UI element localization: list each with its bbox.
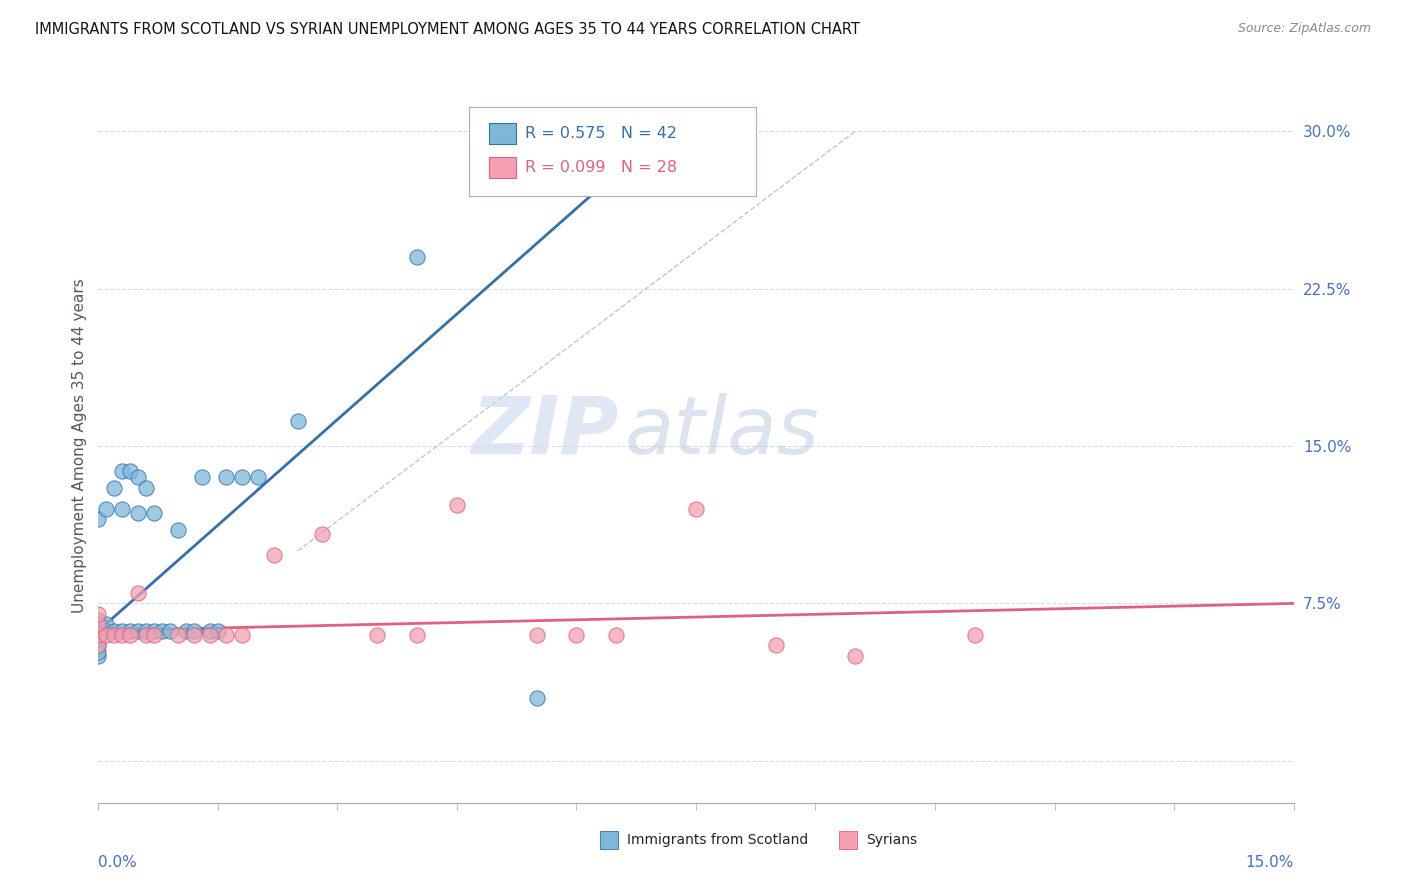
Point [143, 624, 166, 638]
Text: R = 0.099   N = 28: R = 0.099 N = 28 [524, 161, 678, 175]
Text: 15.0%: 15.0% [1246, 855, 1294, 871]
Text: 0.0%: 0.0% [98, 855, 138, 871]
Point [111, 502, 134, 516]
Point [135, 481, 157, 495]
Point [87, 622, 110, 636]
Point [87, 617, 110, 632]
Point [135, 628, 157, 642]
Point [215, 628, 238, 642]
Point [127, 586, 149, 600]
Point [135, 624, 157, 638]
Point [103, 624, 125, 638]
Point [127, 470, 149, 484]
Point [150, 624, 173, 638]
Point [844, 648, 866, 663]
Point [87, 645, 110, 659]
Point [167, 523, 190, 537]
Point [685, 502, 707, 516]
Point [287, 414, 309, 428]
Point [87, 607, 110, 621]
Point [765, 639, 787, 653]
Text: IMMIGRANTS FROM SCOTLAND VS SYRIAN UNEMPLOYMENT AMONG AGES 35 TO 44 YEARS CORREL: IMMIGRANTS FROM SCOTLAND VS SYRIAN UNEMP… [35, 22, 860, 37]
Point [111, 628, 134, 642]
Point [96, 502, 118, 516]
Point [96, 628, 118, 642]
Point [87, 512, 110, 526]
Point [231, 628, 253, 642]
Point [605, 166, 627, 180]
Text: Source: ZipAtlas.com: Source: ZipAtlas.com [1237, 22, 1371, 36]
Point [87, 613, 110, 627]
Point [311, 527, 333, 541]
Point [406, 628, 429, 642]
Point [366, 628, 388, 642]
Text: ZIP: ZIP [471, 392, 619, 471]
Point [263, 548, 285, 562]
Bar [600, 831, 619, 849]
Point [87, 628, 110, 642]
Point [406, 250, 429, 264]
Text: atlas: atlas [624, 392, 820, 471]
Text: R = 0.575   N = 42: R = 0.575 N = 42 [524, 126, 678, 141]
Point [96, 624, 118, 638]
Point [526, 690, 548, 705]
Point [87, 639, 110, 653]
Point [198, 624, 221, 638]
Bar [839, 831, 858, 849]
Point [231, 470, 253, 484]
Point [120, 628, 142, 642]
FancyBboxPatch shape [470, 107, 756, 196]
Point [87, 617, 110, 632]
Point [127, 624, 149, 638]
Point [87, 639, 110, 653]
Text: Syrians: Syrians [866, 833, 917, 847]
Point [198, 628, 221, 642]
Point [565, 628, 588, 642]
Point [120, 624, 142, 638]
Point [87, 624, 110, 638]
Point [111, 464, 134, 478]
Point [174, 624, 197, 638]
Point [87, 628, 110, 642]
Point [446, 498, 468, 512]
Point [191, 470, 214, 484]
Y-axis label: Unemployment Among Ages 35 to 44 years: Unemployment Among Ages 35 to 44 years [72, 278, 87, 614]
Point [159, 624, 181, 638]
Text: Immigrants from Scotland: Immigrants from Scotland [627, 833, 808, 847]
Point [963, 628, 986, 642]
Point [96, 617, 118, 632]
Point [103, 628, 125, 642]
Point [215, 470, 238, 484]
Point [207, 624, 229, 638]
Point [127, 506, 149, 520]
Bar [489, 123, 516, 145]
Point [183, 628, 205, 642]
Point [103, 481, 125, 495]
Point [605, 628, 627, 642]
Point [143, 506, 166, 520]
Point [167, 628, 190, 642]
Point [143, 628, 166, 642]
Point [87, 632, 110, 646]
Point [111, 624, 134, 638]
Bar [489, 157, 516, 178]
Point [87, 648, 110, 663]
Point [246, 470, 269, 484]
Point [526, 628, 548, 642]
Point [120, 464, 142, 478]
Point [183, 624, 205, 638]
